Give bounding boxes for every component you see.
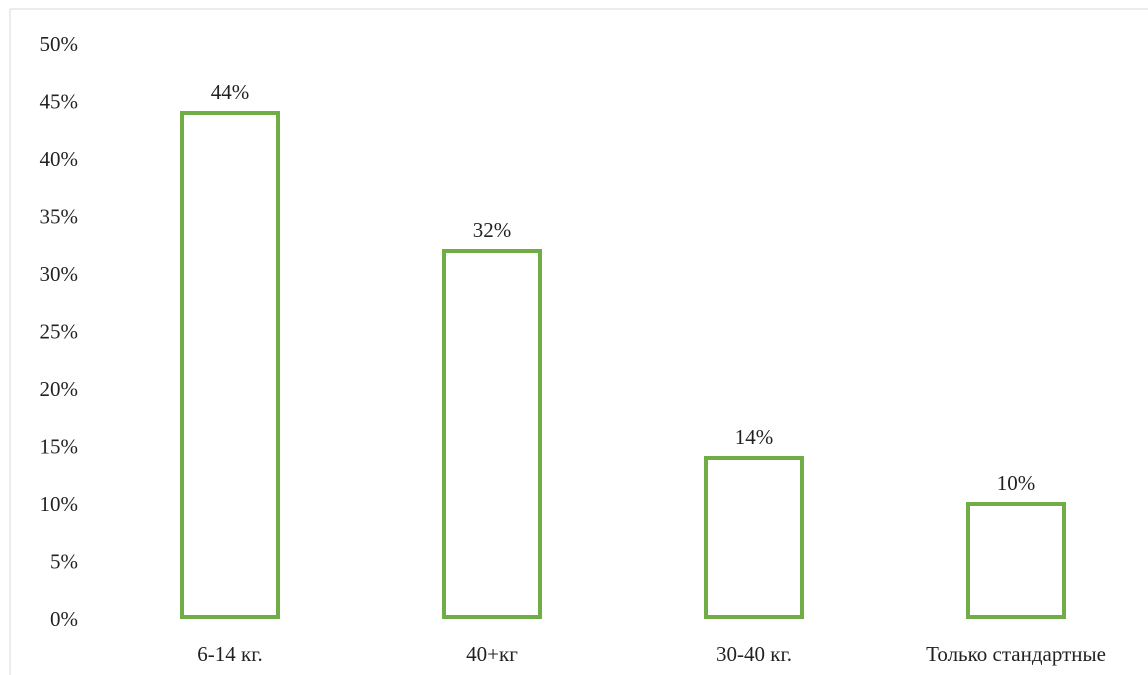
- bar: [442, 249, 542, 619]
- y-tick-label: 10%: [40, 492, 79, 516]
- bars-group: [180, 111, 1066, 619]
- x-category-label: 30-40 кг.: [716, 642, 792, 666]
- bar: [180, 111, 280, 619]
- data-labels-group: 44% 32% 14% 10%: [211, 80, 1036, 495]
- bar-value-label: 14%: [735, 425, 774, 449]
- y-tick-label: 45%: [40, 90, 79, 114]
- y-tick-label: 25%: [40, 320, 79, 344]
- y-tick-label: 35%: [40, 205, 79, 229]
- bar: [704, 456, 804, 619]
- bar-value-label: 32%: [473, 218, 512, 242]
- y-tick-label: 5%: [50, 550, 78, 574]
- y-axis-tick-labels: 0% 5% 10% 15% 20% 25% 30% 35% 40% 45% 50%: [40, 32, 79, 631]
- category-labels-group: 6-14 кг. 40+кг 30-40 кг. Только стандартные: [197, 642, 1106, 666]
- bar: [966, 502, 1066, 619]
- bar-value-label: 44%: [211, 80, 250, 104]
- x-category-label: 6-14 кг.: [197, 642, 262, 666]
- y-tick-label: 0%: [50, 607, 78, 631]
- y-tick-label: 50%: [40, 32, 79, 56]
- x-category-label: 40+кг: [466, 642, 518, 666]
- x-category-label: Только стандартные: [926, 642, 1106, 666]
- y-tick-label: 40%: [40, 147, 79, 171]
- y-tick-label: 15%: [40, 435, 79, 459]
- y-tick-label: 30%: [40, 262, 79, 286]
- bar-value-label: 10%: [997, 471, 1036, 495]
- y-tick-label: 20%: [40, 377, 79, 401]
